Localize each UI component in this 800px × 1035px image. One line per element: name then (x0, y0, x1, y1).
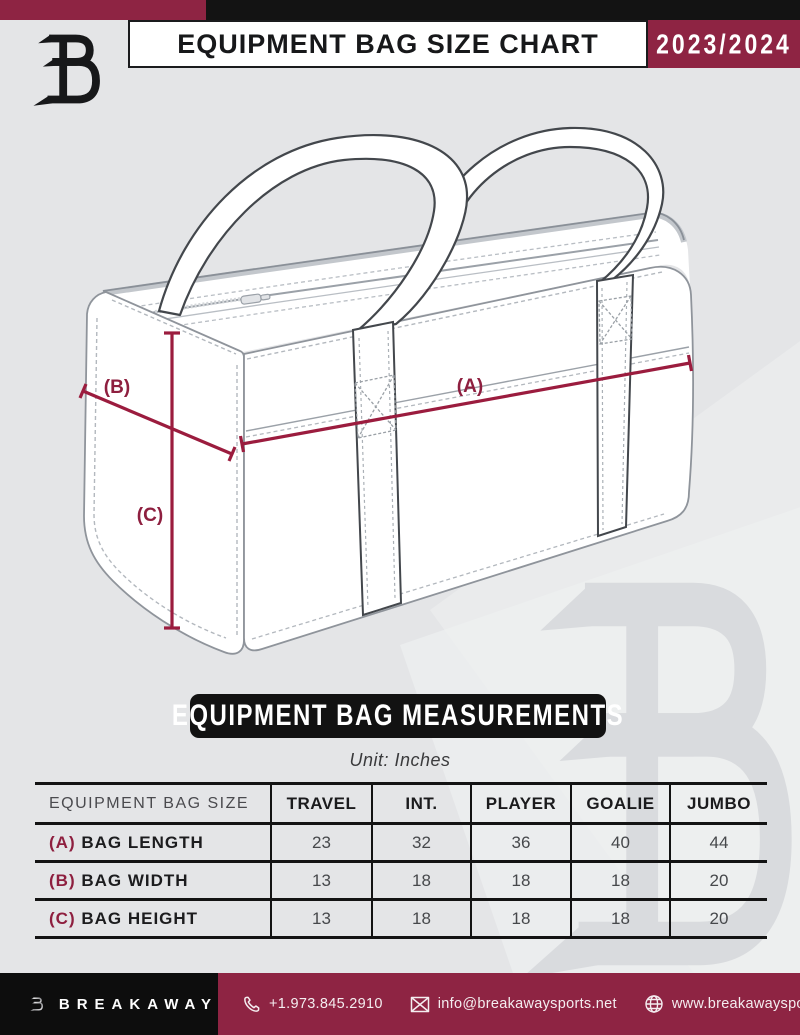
row-prefix: (B) (49, 870, 76, 890)
footer-phone: +1.973.845.2910 (242, 995, 383, 1014)
footer-contact-bar: +1.973.845.2910 info@breakawaysports.net (218, 973, 800, 1035)
dimension-label-length: (A) (457, 376, 483, 397)
row-prefix: (C) (49, 908, 76, 928)
footer-email: info@breakawaysports.net (410, 996, 617, 1013)
value-length-int: 32 (371, 823, 471, 862)
column-header-size: EQUIPMENT BAG SIZE (49, 794, 250, 812)
value-length-jumbo: 44 (669, 823, 767, 862)
value-length-player: 36 (470, 823, 571, 862)
footer-website-text: www.breakawaysports.net (671, 996, 800, 1012)
measurements-banner: EQUIPMENT BAG MEASUREMENTS (172, 694, 623, 738)
footer-email-text: info@breakawaysports.net (437, 996, 617, 1012)
footer: BREAKAWAY +1.973.845.2910 info@bre (0, 973, 800, 1035)
value-length-goalie: 40 (570, 823, 670, 862)
page-title-banner: EQUIPMENT BAG SIZE CHART (128, 20, 648, 68)
phone-icon (242, 995, 261, 1014)
footer-brand-block: BREAKAWAY (0, 973, 218, 1035)
row-prefix: (A) (49, 832, 76, 852)
value-height-travel: 13 (270, 899, 372, 938)
footer-website: www.breakawaysports.net (644, 994, 800, 1014)
value-width-travel: 13 (270, 861, 372, 900)
footer-brand-name: BREAKAWAY (58, 995, 218, 1013)
row-label-width: (B) BAG WIDTH (35, 862, 271, 900)
value-height-player: 18 (470, 899, 571, 938)
column-header-travel: TRAVEL (270, 783, 372, 824)
measurements-banner-label: EQUIPMENT BAG MEASUREMENTS (171, 698, 625, 733)
value-height-goalie: 18 (570, 899, 670, 938)
value-height-jumbo: 20 (669, 899, 767, 938)
table-row-height: (C) BAG HEIGHT 13 18 18 18 20 (35, 899, 767, 938)
column-header-jumbo: JUMBO (669, 783, 767, 824)
row-label-text: BAG WIDTH (81, 870, 189, 890)
breakaway-logo-icon (30, 997, 43, 1011)
value-height-int: 18 (371, 899, 471, 938)
value-width-player: 18 (470, 861, 571, 900)
value-width-int: 18 (371, 861, 471, 900)
row-label-height: (C) BAG HEIGHT (35, 900, 271, 938)
breakaway-logo-icon (33, 34, 100, 106)
column-header-player: PLAYER (470, 783, 571, 824)
zipper-slider-icon (240, 293, 271, 305)
row-label-text: BAG HEIGHT (81, 908, 199, 928)
row-label-text: BAG LENGTH (81, 832, 204, 852)
column-header-goalie: GOALIE (570, 783, 670, 824)
column-header-int: INT. (371, 783, 471, 824)
value-length-travel: 23 (270, 823, 372, 862)
unit-note: Unit: Inches (349, 750, 451, 770)
season-label: 2023/2024 (656, 27, 792, 59)
size-chart-table: EQUIPMENT BAG SIZE TRAVEL INT. PLAYER GO… (35, 782, 767, 939)
globe-icon (644, 994, 664, 1014)
envelope-icon (410, 996, 430, 1013)
table-row-width: (B) BAG WIDTH 13 18 18 18 20 (35, 861, 767, 900)
top-accent-bar-maroon (0, 0, 206, 20)
value-width-jumbo: 20 (669, 861, 767, 900)
value-width-goalie: 18 (570, 861, 670, 900)
table-header-row: EQUIPMENT BAG SIZE TRAVEL INT. PLAYER GO… (35, 783, 767, 824)
equipment-bag-diagram: (A) (B) (C) (78, 126, 694, 655)
dimension-label-width: (B) (104, 377, 130, 398)
season-badge: 2023/2024 (648, 20, 800, 68)
dimension-lines (78, 331, 694, 630)
page-title: EQUIPMENT BAG SIZE CHART (177, 28, 599, 59)
table-row-length: (A) BAG LENGTH 23 32 36 40 44 (35, 823, 767, 862)
top-accent-bar-black (206, 0, 800, 20)
footer-phone-text: +1.973.845.2910 (269, 996, 383, 1012)
dimension-label-height: (C) (137, 505, 163, 526)
row-label-length: (A) BAG LENGTH (35, 824, 271, 862)
